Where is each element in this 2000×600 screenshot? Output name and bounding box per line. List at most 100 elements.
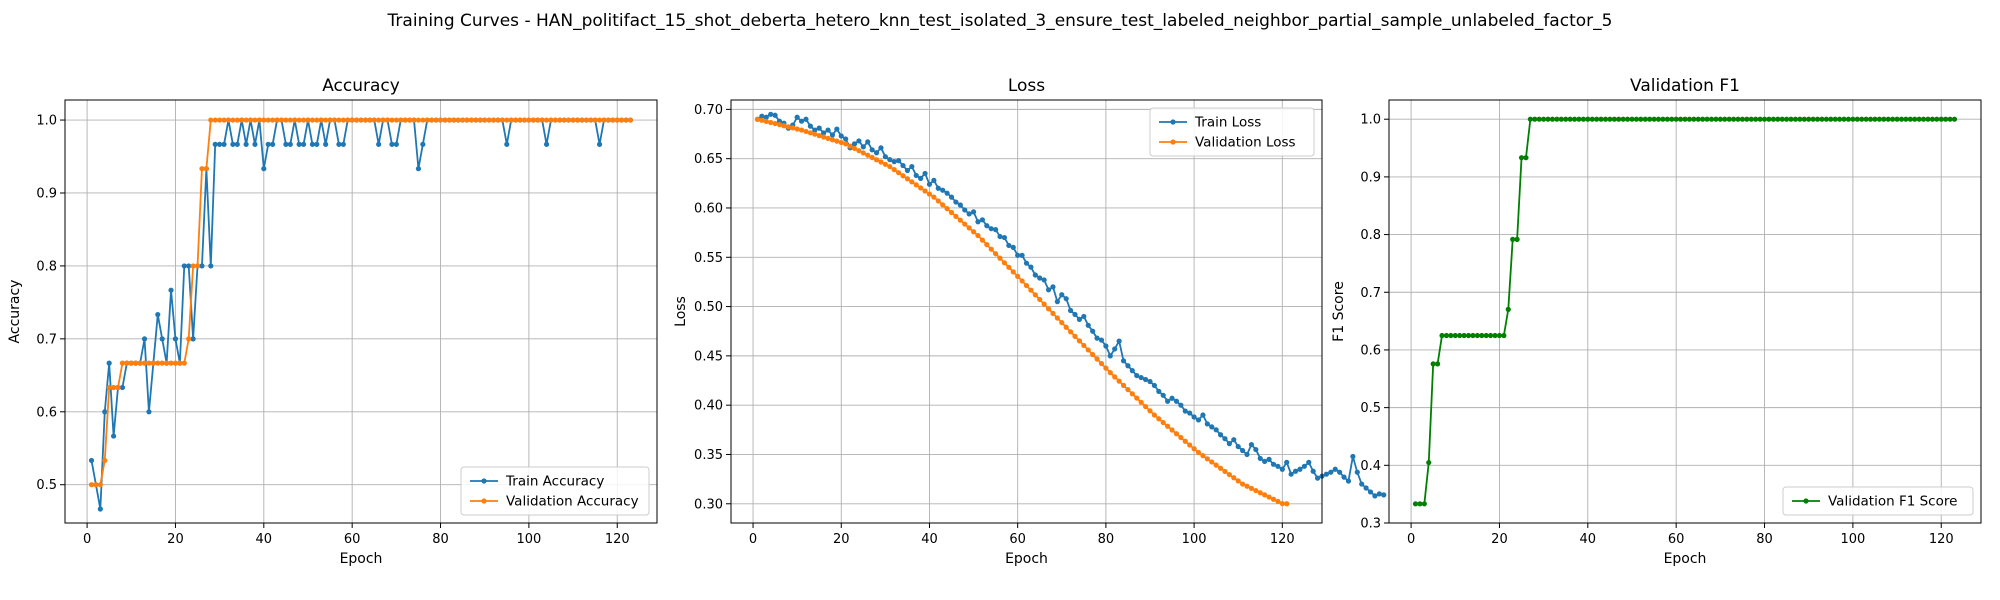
y-tick-label: 0.3 [1360, 517, 1381, 532]
data-point [1594, 116, 1600, 122]
data-point [557, 117, 563, 123]
data-point [521, 117, 528, 123]
data-point [283, 117, 289, 123]
data-point [367, 117, 373, 123]
data-point [1015, 252, 1021, 258]
data-point [944, 190, 950, 196]
data-point [781, 123, 787, 129]
data-point [610, 117, 616, 123]
data-point [1558, 116, 1564, 122]
data-point [530, 117, 536, 123]
data-point [993, 251, 999, 257]
data-point [508, 117, 514, 123]
legend-marker [1170, 119, 1176, 125]
data-point [265, 117, 271, 123]
chart-panel-2: 0 20 40 60 80 100 120 0.30 0.35 0.40 0.45 0.50 0.55 0… [673, 76, 1387, 567]
y-tick-label: 0.50 [694, 300, 723, 315]
data-point [1182, 438, 1188, 444]
y-tick-label: 1.0 [36, 114, 57, 129]
x-tick-label: 120 [1270, 532, 1295, 547]
legend-marker [1803, 498, 1809, 504]
data-point [873, 157, 880, 163]
data-point [768, 119, 774, 126]
data-point [1859, 116, 1865, 122]
data-point [261, 117, 267, 123]
data-point [1439, 332, 1445, 339]
data-point [1341, 474, 1347, 480]
y-tick-label: 0.8 [1360, 228, 1381, 243]
data-point [1890, 116, 1896, 122]
data-point [1328, 469, 1334, 475]
data-point [482, 117, 488, 123]
data-point [1151, 412, 1157, 418]
chart-panels: 0 20 40 60 80 100 120 0.5 0.6 0.7 0.8 0.9 1.0 Accurac… [7, 76, 1982, 567]
data-point [300, 141, 307, 147]
x-tick-label: 100 [516, 532, 541, 547]
data-point [336, 117, 342, 123]
chart-panel-3: 0 20 40 60 80 100 120 0.3 0.4 0.5 0.6 0.7 0.8 0.9 1.0 V… [1331, 76, 1982, 567]
data-point [1072, 333, 1078, 339]
data-point [221, 117, 227, 123]
data-point [1686, 116, 1693, 122]
data-point [1443, 332, 1450, 339]
data-point [376, 141, 382, 147]
data-point [1518, 155, 1525, 161]
data-point [856, 138, 862, 144]
data-point [904, 176, 911, 182]
x-axis-label: Epoch [340, 551, 383, 567]
data-point [230, 141, 236, 147]
data-point [1677, 116, 1684, 122]
x-tick-label: 100 [1840, 532, 1865, 547]
data-point [1253, 446, 1259, 453]
data-point [1695, 116, 1701, 122]
data-point [1191, 446, 1197, 452]
data-point [1430, 361, 1436, 367]
x-axis-label: Epoch [1664, 551, 1707, 567]
x-tick-label: 40 [256, 532, 273, 547]
data-point [1903, 116, 1909, 122]
y-tick-label: 0.35 [694, 448, 723, 463]
data-point [975, 232, 981, 239]
data-point [838, 133, 844, 139]
data-point [922, 170, 928, 177]
y-tick-label: 0.5 [1360, 401, 1381, 416]
data-point [1217, 465, 1224, 471]
data-point [922, 188, 928, 194]
data-point [353, 117, 360, 123]
data-point [1310, 468, 1316, 474]
data-point [349, 117, 355, 123]
data-point [97, 482, 103, 488]
data-point [882, 154, 888, 160]
data-point [988, 226, 994, 232]
data-point [1262, 458, 1268, 464]
data-point [548, 117, 554, 123]
data-point [1090, 351, 1096, 358]
data-point [1576, 116, 1582, 122]
data-point [323, 117, 329, 123]
data-point [1810, 116, 1816, 122]
data-point [1010, 269, 1016, 275]
data-point [627, 117, 634, 123]
x-axis-label: Epoch [1005, 551, 1048, 567]
data-point [203, 166, 209, 172]
data-point [429, 117, 435, 123]
data-point [1620, 116, 1626, 122]
data-point [1452, 332, 1458, 339]
data-point [1068, 307, 1074, 314]
data-point [477, 117, 483, 123]
data-point [186, 263, 192, 269]
data-point [340, 141, 346, 147]
data-point [944, 206, 950, 212]
legend-label: Train Accuracy [505, 474, 604, 490]
data-point [1713, 116, 1719, 122]
data-point [1850, 116, 1856, 122]
data-point [1589, 116, 1595, 122]
y-tick-label: 0.40 [694, 399, 723, 414]
data-point [1178, 434, 1184, 441]
data-point [1616, 116, 1622, 122]
data-point [1266, 456, 1272, 462]
data-point [327, 117, 333, 123]
data-point [1050, 284, 1056, 290]
data-point [1094, 335, 1100, 341]
data-point [504, 117, 510, 123]
